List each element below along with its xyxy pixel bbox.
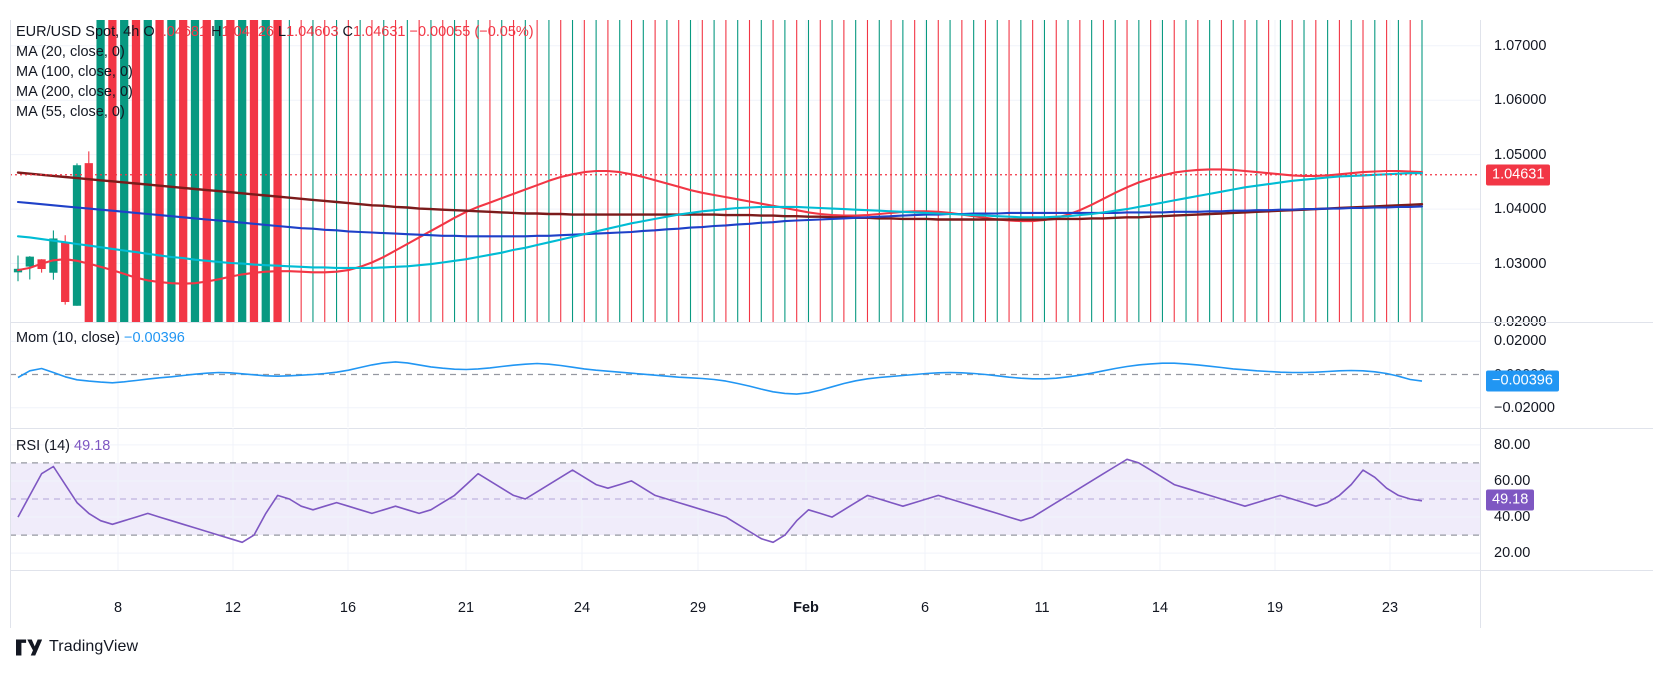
axis-tick: −0.02000	[1494, 399, 1555, 416]
tradingview-mark-icon	[16, 639, 42, 656]
time-axis-label: 6	[920, 600, 930, 616]
time-axis-label: 14	[1151, 600, 1169, 616]
price-pane: 1.07000 1.06000 1.05000 1.04000 1.03000 0.020…	[0, 20, 1653, 330]
rsi-plot-area[interactable]	[10, 428, 1480, 570]
axis-tick: 1.05000	[1494, 146, 1547, 163]
axis-tick: 1.03000	[1494, 255, 1547, 272]
tradingview-logo[interactable]: TradingView	[16, 638, 138, 656]
time-axis-label: Feb	[793, 600, 819, 616]
time-axis-label: 12	[224, 600, 242, 616]
axis-tick: 20.00	[1494, 545, 1531, 562]
axis-tick: 1.06000	[1494, 92, 1547, 109]
time-axis-label: 16	[339, 600, 357, 616]
last-price-tag[interactable]: 1.04631	[1486, 164, 1551, 186]
momentum-value-tag[interactable]: −0.00396	[1486, 370, 1559, 392]
momentum-label: Mom (10, close)	[16, 330, 120, 346]
time-axis-label: 8	[113, 600, 123, 616]
axis-tick: 60.00	[1494, 472, 1531, 489]
low-value: 1.04603	[286, 24, 339, 40]
indicator-ma55-label: MA (55, close, 0)	[16, 104, 125, 120]
axis-tick: 1.07000	[1494, 37, 1547, 54]
left-border	[10, 20, 11, 628]
time-axis-label: 29	[689, 600, 707, 616]
close-label: C	[342, 24, 354, 40]
rsi-scale[interactable]: 80.00 60.00 40.00 20.00 49.18	[1480, 428, 1653, 570]
high-value: 1.04726	[221, 24, 274, 40]
axis-tick: 0.02000	[1494, 333, 1547, 350]
indicator-ma55[interactable]: MA (55, close, 0)	[16, 102, 534, 122]
time-axis[interactable]: 8 12 16 21 24 29 Feb 6 11 14 19 23	[0, 570, 1653, 628]
indicator-ma200-label: MA (200, close, 0)	[16, 84, 133, 100]
rsi-value: 49.18	[74, 438, 111, 454]
chart-footer: TradingView	[0, 628, 1653, 674]
change-value: −0.00055 (−0.05%)	[409, 24, 534, 40]
time-axis-label: 19	[1266, 600, 1284, 616]
price-legend: EUR/USD Spot, 4h O1.04681 H1.04726 L1.04…	[16, 22, 534, 122]
pane-separator-momentum	[10, 322, 1653, 323]
low-label: L	[278, 24, 287, 40]
time-axis-label: 24	[573, 600, 591, 616]
scale-border	[1480, 20, 1481, 628]
price-plot-area[interactable]	[10, 20, 1480, 322]
indicator-ma20[interactable]: MA (20, close, 0)	[16, 42, 534, 62]
open-value: 1.04681	[154, 24, 208, 40]
price-scale[interactable]: 1.07000 1.06000 1.05000 1.04000 1.03000 0.020…	[1480, 20, 1653, 330]
rsi-label: RSI (14)	[16, 438, 70, 454]
momentum-scale[interactable]: 0.020000.00000−0.02000−0.00396	[1480, 322, 1653, 427]
momentum-plot-area[interactable]	[10, 322, 1480, 427]
symbol-ohlc-row: EUR/USD Spot, 4h O1.04681 H1.04726 L1.04…	[16, 22, 534, 42]
close-value: 1.04631	[353, 24, 406, 40]
time-axis-label: 21	[457, 600, 475, 616]
tradingview-brand-label: TradingView	[49, 638, 139, 655]
rsi-pane: 80.00 60.00 40.00 20.00 49.18 RSI (14) 49.18	[0, 428, 1653, 570]
rsi-legend[interactable]: RSI (14) 49.18	[16, 436, 110, 456]
indicator-ma20-label: MA (20, close, 0)	[16, 44, 125, 60]
axis-tick: 1.04000	[1494, 201, 1547, 218]
axis-tick: 80.00	[1494, 436, 1531, 453]
indicator-ma100[interactable]: MA (100, close, 0)	[16, 62, 534, 82]
time-axis-label: 11	[1034, 600, 1050, 616]
axis-tick: 40.00	[1494, 509, 1531, 526]
indicator-ma100-label: MA (100, close, 0)	[16, 64, 133, 80]
pane-separator-rsi	[10, 428, 1653, 429]
symbol-label: EUR/USD Spot, 4h	[16, 24, 140, 40]
open-label: O	[143, 24, 155, 40]
momentum-value: −0.00396	[123, 330, 185, 346]
momentum-pane: 0.020000.00000−0.02000−0.00396 Mom (10, …	[0, 322, 1653, 427]
time-axis-label: 23	[1381, 600, 1399, 616]
indicator-ma200[interactable]: MA (200, close, 0)	[16, 82, 534, 102]
momentum-legend[interactable]: Mom (10, close) −0.00396	[16, 328, 185, 348]
rsi-value-tag[interactable]: 49.18	[1486, 489, 1535, 511]
high-label: H	[211, 24, 222, 40]
pane-separator-time	[10, 570, 1653, 571]
